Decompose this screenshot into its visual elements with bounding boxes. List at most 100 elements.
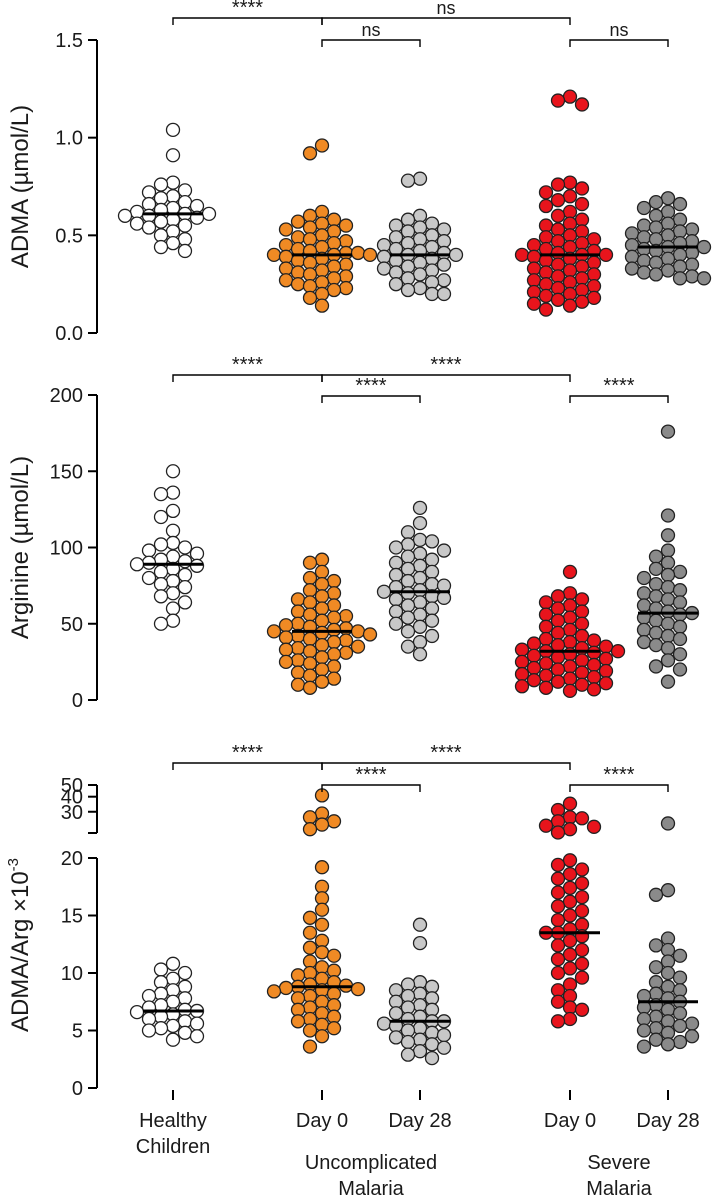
data-point-severe_day0 — [562, 866, 578, 882]
data-point-severe_day0 — [586, 819, 602, 834]
data-point-healthy — [129, 1004, 145, 1020]
data-point-severe_day0 — [586, 645, 602, 660]
data-point-uncomplicated_day28 — [400, 1034, 416, 1050]
data-point-severe_day0 — [562, 175, 578, 190]
data-point-uncomplicated_day0 — [290, 677, 306, 692]
data-point-severe_day0 — [514, 247, 530, 263]
y-axis-label-superscript: -3 — [5, 858, 22, 871]
significance-bracket — [569, 39, 669, 47]
data-point-severe_day28 — [672, 631, 688, 647]
data-point-uncomplicated_day28 — [400, 259, 416, 274]
data-point-uncomplicated_day0 — [302, 644, 318, 659]
data-point-uncomplicated_day0 — [314, 613, 330, 628]
data-point-healthy — [165, 956, 181, 971]
data-point-uncomplicated_day0 — [338, 608, 354, 624]
data-point-uncomplicated_day0 — [362, 627, 378, 642]
data-point-healthy — [165, 1018, 181, 1034]
data-point-healthy — [177, 243, 193, 259]
y-tick-label: 20 — [61, 848, 83, 870]
data-point-healthy — [129, 204, 145, 220]
data-point-severe_day0 — [538, 288, 554, 304]
data-point-uncomplicated_day0 — [338, 257, 354, 272]
data-point-severe_day0 — [550, 825, 566, 840]
data-point-severe_day0 — [562, 564, 578, 580]
data-point-severe_day0 — [550, 601, 566, 616]
data-point-severe_day0 — [598, 663, 614, 679]
data-point-severe_day28 — [648, 1032, 664, 1047]
significance-bracket — [321, 784, 421, 792]
data-point-severe_day0 — [538, 230, 554, 245]
data-point-uncomplicated_day0 — [314, 650, 330, 665]
data-point-uncomplicated_day0 — [302, 680, 318, 695]
category-label: Malaria — [338, 1178, 404, 1200]
data-point-uncomplicated_day28 — [400, 212, 416, 227]
data-point-uncomplicated_day0 — [302, 1039, 318, 1054]
data-point-severe_day28 — [648, 561, 664, 576]
data-point-uncomplicated_day28 — [388, 592, 404, 607]
data-point-uncomplicated_day28 — [448, 247, 464, 263]
significance-bracket — [321, 395, 421, 403]
data-point-severe_day28 — [636, 1023, 652, 1038]
data-point-severe_day0 — [562, 634, 578, 650]
data-point-severe_day0 — [574, 604, 590, 619]
data-point-uncomplicated_day28 — [412, 232, 428, 247]
data-point-severe_day28 — [672, 1034, 688, 1050]
data-point-severe_day0 — [610, 644, 626, 659]
data-point-healthy — [165, 148, 181, 163]
data-point-healthy — [165, 586, 181, 601]
data-point-uncomplicated_day28 — [388, 1030, 404, 1045]
data-point-severe_day28 — [624, 261, 640, 276]
data-point-severe_day0 — [538, 185, 554, 200]
data-point-healthy — [153, 486, 169, 502]
data-point-severe_day28 — [660, 1037, 676, 1052]
data-point-severe_day0 — [550, 952, 566, 967]
data-point-severe_day28 — [672, 970, 688, 985]
data-point-uncomplicated_day0 — [302, 255, 318, 270]
data-point-uncomplicated_day0 — [302, 822, 318, 837]
data-point-healthy — [177, 1025, 193, 1040]
data-point-uncomplicated_day28 — [400, 639, 416, 654]
significance-bracket — [321, 17, 571, 25]
data-point-severe_day28 — [672, 1018, 688, 1034]
data-point-uncomplicated_day28 — [412, 208, 428, 223]
data-point-uncomplicated_day0 — [302, 910, 318, 925]
data-point-severe_day0 — [574, 665, 590, 680]
data-point-severe_day0 — [514, 666, 530, 682]
data-point-severe_day28 — [660, 528, 676, 543]
data-point-severe_day0 — [550, 93, 566, 108]
data-point-healthy — [189, 546, 205, 561]
data-point-uncomplicated_day0 — [278, 618, 294, 633]
data-point-uncomplicated_day0 — [302, 267, 318, 282]
data-point-uncomplicated_day28 — [400, 173, 416, 188]
data-point-uncomplicated_day0 — [302, 810, 318, 825]
data-point-uncomplicated_day28 — [400, 235, 416, 251]
data-point-severe_day0 — [550, 650, 566, 665]
data-point-uncomplicated_day0 — [326, 634, 342, 650]
data-point-severe_day28 — [648, 637, 664, 653]
data-point-uncomplicated_day28 — [424, 576, 440, 592]
data-point-uncomplicated_day0 — [338, 218, 354, 233]
data-point-uncomplicated_day0 — [302, 631, 318, 647]
data-point-severe_day0 — [538, 218, 554, 233]
significance-bracket — [172, 374, 323, 382]
data-point-uncomplicated_day0 — [326, 659, 342, 674]
data-point-severe_day0 — [586, 633, 602, 648]
data-point-severe_day0 — [538, 265, 554, 280]
data-point-severe_day0 — [562, 822, 578, 837]
data-point-severe_day0 — [562, 263, 578, 278]
data-point-uncomplicated_day28 — [412, 1044, 428, 1059]
data-point-severe_day28 — [636, 598, 652, 613]
data-point-severe_day0 — [550, 625, 566, 641]
data-point-severe_day0 — [538, 680, 554, 695]
data-point-uncomplicated_day0 — [326, 282, 342, 298]
data-point-severe_day28 — [648, 267, 664, 282]
data-point-uncomplicated_day28 — [436, 222, 452, 237]
data-point-severe_day28 — [684, 1016, 700, 1031]
data-point-severe_day0 — [526, 636, 542, 651]
data-point-uncomplicated_day0 — [290, 616, 306, 631]
significance-label: **** — [232, 354, 263, 376]
data-point-severe_day0 — [574, 294, 590, 309]
data-point-uncomplicated_day28 — [376, 1016, 392, 1031]
y-tick-label: 40 — [61, 787, 83, 809]
data-point-severe_day28 — [648, 220, 664, 235]
